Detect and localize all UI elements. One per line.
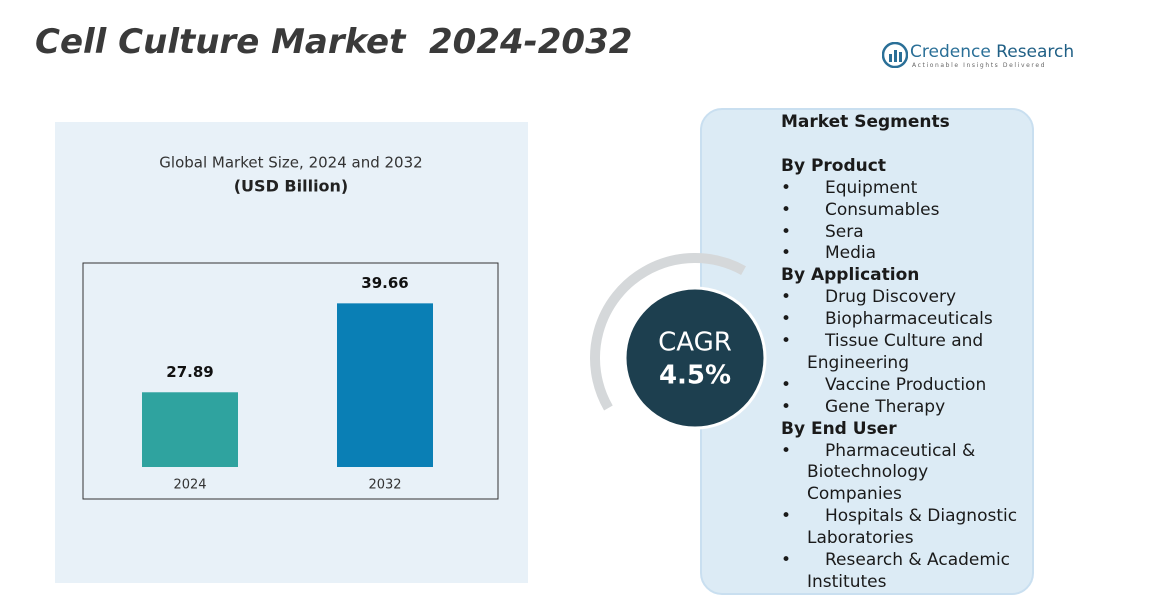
bar [337,303,433,467]
logo-icon [882,42,908,68]
cagr-circle [623,286,767,430]
segment-heading: By End User [781,418,897,439]
bullet: • [781,550,792,571]
segment-item: • Vaccine Production [781,375,1025,397]
logo-name-1: Credence [910,42,991,62]
cagr-ring [589,253,800,463]
bullet: • [781,506,792,527]
chart-title: Global Market Size, 2024 and 2032 [159,154,422,172]
segment-item: • Consumables [781,200,1025,222]
bar [142,392,238,467]
logo-name: Credence Research [882,42,1074,62]
segment-item-text: Gene Therapy [825,396,946,417]
segment-item-text: Media [825,243,877,264]
segment-item: • Equipment [781,178,1025,200]
plot-frame [82,262,499,500]
segment-item-text: Tissue Culture and Engineering [807,331,984,373]
bullet: • [781,243,792,264]
segment-item: • Research & Academic Institutes [781,550,1025,594]
segment-item: • Gene Therapy [781,397,1025,419]
value-label: 39.66 [361,274,408,292]
segment-item-text: Pharmaceutical & Biotechnology Companies [807,440,976,505]
logo-name-2: Research [990,42,1075,62]
cagr-value: 4.5% [659,361,731,391]
bullet: • [781,309,792,330]
x-tick-label: 2024 [173,478,206,493]
segments-list: Market Segments By Product • Equipment • Con… [781,112,1025,594]
value-label: 27.89 [166,363,213,381]
x-tick-label: 2032 [368,478,401,493]
bullet: • [781,287,792,308]
spacer [781,134,1025,156]
bullet: • [781,177,792,198]
segment-item: • Drug Discovery [781,287,1025,309]
segment-item-text: Vaccine Production [825,374,987,395]
bullet: • [781,221,792,242]
segment-item: • Pharmaceutical & Biotechnology Companie… [781,441,1025,507]
segment-item: • Sera [781,222,1025,244]
cagr-label: CAGR [658,328,732,358]
segment-item: • Media [781,243,1025,265]
segment-item-text: Hospitals & Diagnostic Laboratories [807,506,1018,549]
bullet: • [781,199,792,220]
segment-item-text: Drug Discovery [825,287,957,308]
segment-heading: By Application [781,265,920,286]
segment-item-text: Equipment [825,177,918,198]
segment-item: • Biopharmaceuticals [781,309,1025,331]
bullet: • [781,374,792,395]
segments-title: Market Segments [781,112,950,132]
bullet: • [781,440,792,461]
bullet: • [781,331,792,352]
segment-item-text: Sera [825,221,864,242]
segment-item-text: Consumables [825,199,940,220]
chart-panel [55,122,528,583]
page-title: Cell Culture Market 2024-2032 [35,22,633,62]
segment-heading: By Product [781,155,886,176]
segment-item: • Tissue Culture and Engineering [781,331,1025,375]
segment-item: • Hospitals & Diagnostic Laboratories [781,506,1025,550]
segment-item-text: Research & Academic Institutes [807,550,1011,593]
segment-item-text: Biopharmaceuticals [825,309,993,330]
chart-subtitle: (USD Billion) [234,177,349,196]
logo-tagline: Actionable Insights Delivered [912,62,1047,69]
logo: Credence Research Actionable Insights De… [882,42,1074,69]
bullet: • [781,396,792,417]
